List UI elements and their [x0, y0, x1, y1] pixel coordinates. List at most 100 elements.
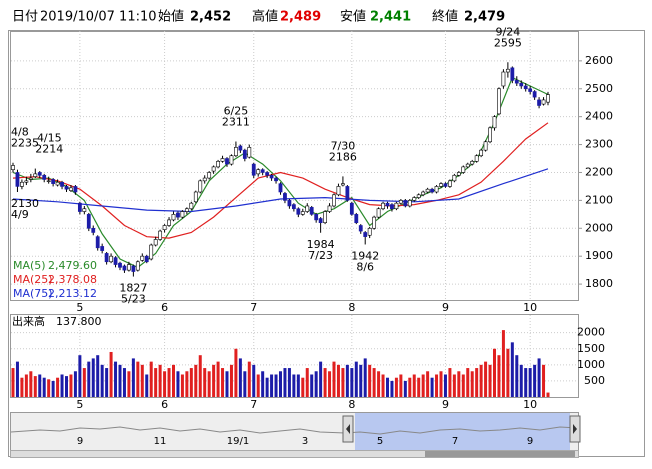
- volume-bar: [78, 355, 82, 397]
- candle-body: [354, 214, 359, 224]
- candle-body: [229, 155, 234, 165]
- candle-body: [505, 68, 510, 73]
- annotation-value: 2130: [11, 197, 39, 210]
- volume-bar: [430, 377, 434, 397]
- volume-bar: [475, 368, 479, 397]
- candle-body: [122, 265, 127, 271]
- volume-bar: [314, 371, 318, 397]
- candle-body: [95, 236, 100, 249]
- annotation-value: 2595: [494, 36, 522, 49]
- volume-bar: [136, 361, 140, 397]
- candle-body: [167, 219, 171, 226]
- volume-bar: [287, 368, 291, 397]
- navigator-label: 19/1: [227, 436, 249, 447]
- volume-bar: [279, 371, 282, 397]
- volume-bar: [390, 380, 394, 397]
- scrollbar-thumb[interactable]: [425, 451, 575, 457]
- x-tick-label: 8: [348, 301, 355, 314]
- volume-bar: [305, 368, 309, 397]
- candle-body: [497, 88, 501, 115]
- volume-bar: [265, 377, 269, 397]
- x-tick-label: 9: [442, 398, 449, 411]
- candle-body: [537, 99, 541, 106]
- navigator-label: 5: [377, 436, 383, 447]
- volume-bar: [283, 368, 287, 397]
- candle-body: [256, 169, 261, 175]
- candle-body: [452, 174, 457, 182]
- volume-bar: [203, 368, 207, 397]
- volume-bar: [69, 374, 73, 397]
- annotation-value: 1984: [307, 238, 335, 251]
- candle-body: [300, 211, 305, 215]
- scrollbar[interactable]: [10, 450, 579, 458]
- legend-value: 2,213.12: [48, 287, 97, 300]
- legend-value: 2,378.08: [48, 273, 97, 286]
- candle-body: [305, 205, 310, 212]
- volume-bar: [47, 379, 51, 397]
- candle-body: [327, 205, 332, 212]
- candle-body: [443, 183, 448, 187]
- volume-bar: [238, 358, 242, 397]
- volume-bar: [221, 368, 225, 397]
- candle-body: [162, 225, 167, 230]
- volume-bar: [167, 368, 171, 397]
- x-tick-label: 10: [523, 398, 537, 411]
- volume-bar: [457, 371, 461, 397]
- x-tick-label: 8: [348, 398, 355, 411]
- volume-bar: [292, 374, 296, 397]
- volume-bar: [484, 361, 488, 397]
- candle-body: [37, 172, 42, 176]
- annotation-date: 5/23: [121, 293, 146, 306]
- volume-bar: [100, 364, 104, 397]
- header-value: 2,441: [370, 10, 411, 25]
- candle-body: [501, 71, 506, 87]
- candle-body: [510, 67, 515, 81]
- candle-body: [180, 211, 185, 218]
- volume-bar: [332, 361, 336, 397]
- volume-bar: [212, 364, 216, 397]
- candle-body: [323, 211, 327, 224]
- candle-body: [109, 255, 113, 263]
- volume-bar: [180, 374, 184, 397]
- volume-bar: [24, 374, 28, 397]
- candle-body: [193, 191, 198, 203]
- candle-body: [479, 149, 484, 157]
- volume-bar: [105, 368, 109, 397]
- volume-bar: [118, 364, 122, 397]
- candle-body: [488, 127, 492, 143]
- y-tick-label: 2600: [585, 54, 613, 67]
- volume-bar: [408, 377, 412, 397]
- candle-body: [403, 200, 408, 207]
- candle-body: [456, 172, 461, 176]
- candle-body: [64, 186, 69, 190]
- candle-body: [381, 202, 385, 210]
- candle-body: [234, 147, 238, 157]
- candle-body: [131, 265, 136, 272]
- candle-body: [439, 183, 443, 187]
- navigator-label: 3: [302, 436, 308, 447]
- y-tick-label: 2100: [585, 193, 613, 206]
- candle-body: [55, 181, 60, 186]
- annotation-date: 8/6: [356, 260, 374, 273]
- x-tick-label: 7: [250, 398, 257, 411]
- candle-body: [46, 180, 51, 182]
- x-tick-label: 5: [76, 398, 83, 411]
- y-tick-label: 2200: [585, 165, 613, 178]
- candle-body: [425, 188, 430, 193]
- candle-body: [225, 158, 229, 165]
- annotation-date: 4/15: [37, 132, 62, 145]
- volume-bar: [435, 374, 439, 397]
- annotation-value: 2214: [35, 143, 63, 156]
- candle-body: [77, 202, 82, 212]
- candle-body: [358, 225, 363, 232]
- volume-bar: [403, 380, 407, 397]
- volume-bar: [426, 371, 430, 397]
- volume-bar: [225, 371, 229, 397]
- candle-body: [158, 230, 163, 240]
- candle-body: [11, 165, 15, 170]
- volume-bar: [479, 364, 483, 397]
- volume-bar: [56, 377, 60, 397]
- volume-bar: [11, 368, 15, 397]
- navigator-label: 7: [452, 436, 458, 447]
- legend-name: MA(25): [13, 273, 53, 286]
